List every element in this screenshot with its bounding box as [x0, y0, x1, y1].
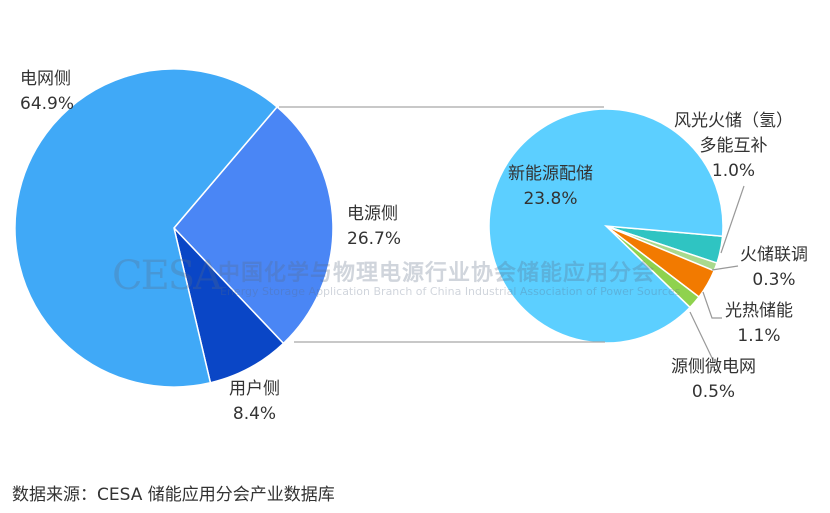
- secondary-pie: [488, 108, 724, 344]
- label-grid-side: 电网侧 64.9%: [20, 69, 75, 114]
- label-user-side: 用户侧 8.4%: [229, 379, 280, 424]
- leader-csp: [702, 291, 722, 319]
- label-csp: 光热储能 1.1%: [725, 301, 793, 346]
- label-thermal: 火储联调 0.3%: [740, 245, 808, 290]
- label-microgrid: 源侧微电网 0.5%: [671, 357, 756, 402]
- pie-slice-新能源配储: [488, 108, 724, 344]
- leader-thermal: [711, 265, 739, 271]
- label-source-side: 电源侧 26.7%: [347, 204, 402, 249]
- leader-multi: [720, 185, 745, 254]
- main-pie: [14, 68, 334, 388]
- data-source-note: 数据来源：CESA 储能应用分会产业数据库: [12, 485, 335, 505]
- pie-slice-电网侧: [14, 68, 279, 388]
- label-multi-energy: 风光火储（氢） 多能互补 1.0%: [674, 111, 793, 181]
- pie-slice-电源侧: [172, 105, 334, 345]
- label-renewable: 新能源配储 23.8%: [508, 164, 593, 209]
- leader-micro: [689, 311, 714, 361]
